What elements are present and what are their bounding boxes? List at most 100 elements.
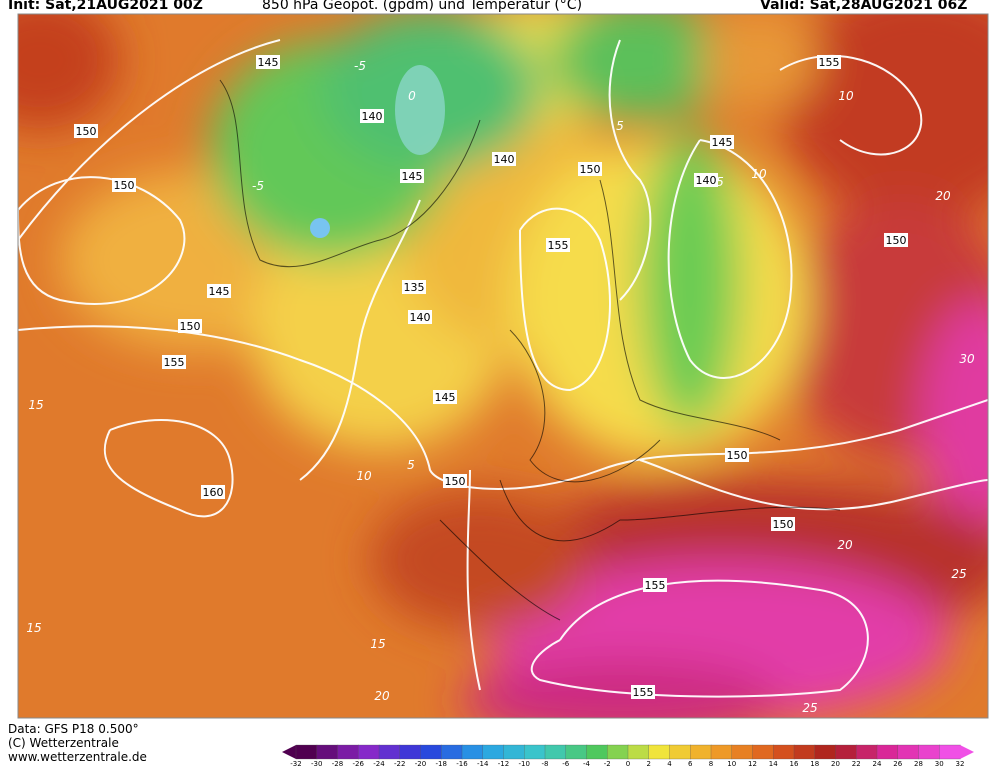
temperature-label: 5 xyxy=(616,119,624,133)
geopotential-label: 145 xyxy=(712,136,733,149)
label-box xyxy=(443,474,467,488)
label-box xyxy=(578,162,602,176)
colorbar-cell xyxy=(544,744,567,760)
colorbar-cell xyxy=(939,744,961,760)
temperature-label: 10 xyxy=(751,167,767,181)
colorbar-cell xyxy=(316,744,339,760)
temperature-label: -5 xyxy=(252,179,264,193)
label-box xyxy=(400,169,424,183)
label-box xyxy=(360,109,384,123)
colorbar-label: -8 xyxy=(542,760,549,768)
label-box xyxy=(408,310,432,324)
colorbar-label: 22 xyxy=(852,760,861,768)
label-box xyxy=(725,448,749,462)
colorbar-label: 18 xyxy=(810,760,819,768)
colorbar-cell xyxy=(669,744,691,760)
geopotential-label: 155 xyxy=(633,686,654,699)
copyright: (C) Wetterzentrale xyxy=(8,736,119,750)
colorbar-cell xyxy=(731,744,754,760)
label-box xyxy=(710,135,734,149)
geopotential-label: 140 xyxy=(696,174,717,187)
colorbar-label: 32 xyxy=(956,760,965,768)
colorbar-arrow xyxy=(282,745,296,759)
colorbar-label: -6 xyxy=(562,760,570,768)
colorbar-label: -10 xyxy=(519,760,530,768)
geopotential-label: 155 xyxy=(548,239,569,252)
colorbar-cell xyxy=(524,744,546,760)
colorbar-cell xyxy=(793,744,816,760)
colorbar-label: -24 xyxy=(373,760,385,768)
geopotential-label: 145 xyxy=(435,391,456,404)
geopotential-label: 155 xyxy=(645,579,666,592)
colorbar-label: -22 xyxy=(394,760,405,768)
data-source: Data: GFS P18 0.500° xyxy=(8,722,139,736)
geopotential-label: 150 xyxy=(76,125,97,138)
colorbar-label: -26 xyxy=(353,760,365,768)
temperature-label: 10 xyxy=(838,89,854,103)
colorbar-label: 4 xyxy=(667,760,672,768)
geopotential-label: 150 xyxy=(445,475,466,488)
colorbar-label: 28 xyxy=(914,760,923,768)
colorbar-cell xyxy=(856,744,878,760)
colorbar-cell xyxy=(399,744,422,760)
label-box xyxy=(884,233,908,247)
geopotential-label: 145 xyxy=(258,56,279,69)
colorbar-label: 20 xyxy=(831,760,840,768)
colorbar-cell xyxy=(586,744,608,760)
label-box xyxy=(817,55,841,69)
colorbar-cell xyxy=(482,744,505,760)
colorbar-cell xyxy=(378,744,401,760)
colorbar-label: -32 xyxy=(290,760,301,768)
temperature-label: -5 xyxy=(354,59,366,73)
geopotential-label: 145 xyxy=(402,170,423,183)
colorbar-cell xyxy=(814,744,837,760)
temperature-label: 20 xyxy=(837,538,853,552)
colorbar-label: 26 xyxy=(893,760,902,768)
colorbar-label: 6 xyxy=(688,760,693,768)
label-box xyxy=(112,178,136,192)
geopotential-label: 140 xyxy=(494,153,515,166)
url: www.wetterzentrale.de xyxy=(8,750,147,764)
colorbar-cell xyxy=(752,744,774,760)
geopotential-label: 155 xyxy=(819,56,840,69)
temperature-label: 15 xyxy=(370,637,385,651)
temperature-label: 0 xyxy=(408,89,416,103)
init-time: Init: Sat,21AUG2021 00Z xyxy=(8,0,203,13)
label-box xyxy=(771,517,795,531)
colorbar-cell xyxy=(710,744,733,760)
temperature-label: 20 xyxy=(374,689,390,703)
temperature-label: 5 xyxy=(407,458,415,472)
label-box xyxy=(643,578,667,592)
colorbar-cell xyxy=(420,744,442,760)
colorbar-cell xyxy=(503,744,525,760)
colorbar-label: 10 xyxy=(727,760,736,768)
colorbar-label: 24 xyxy=(873,760,882,768)
temperature-label: 15 xyxy=(26,621,41,635)
label-box xyxy=(256,55,280,69)
colorbar-cell xyxy=(565,744,588,760)
temperature-label: 25 xyxy=(802,701,817,715)
colorbar-cell xyxy=(876,744,899,760)
colorbar-cell xyxy=(690,744,712,760)
label-box xyxy=(74,124,98,138)
colorbar-arrow xyxy=(960,745,974,759)
colorbar-label: -4 xyxy=(583,760,591,768)
geopotential-label: 140 xyxy=(410,311,431,324)
temperature-label: 10 xyxy=(356,469,372,483)
colorbar-cell xyxy=(648,744,671,760)
geopotential-label: 150 xyxy=(773,518,794,531)
temperature-label: 30 xyxy=(959,352,975,366)
label-box xyxy=(492,152,516,166)
field xyxy=(18,14,988,718)
colorbar-cell xyxy=(461,744,484,760)
colorbar-label: 16 xyxy=(790,760,799,768)
colorbar-cell xyxy=(897,744,920,760)
colorbar-cell xyxy=(358,744,380,760)
label-box xyxy=(433,390,457,404)
colorbar-label: 8 xyxy=(709,760,713,768)
colorbar-cell xyxy=(627,744,650,760)
geopotential-label: 140 xyxy=(362,110,383,123)
temperature-label: 25 xyxy=(951,567,966,581)
colorbar-cell xyxy=(835,744,857,760)
